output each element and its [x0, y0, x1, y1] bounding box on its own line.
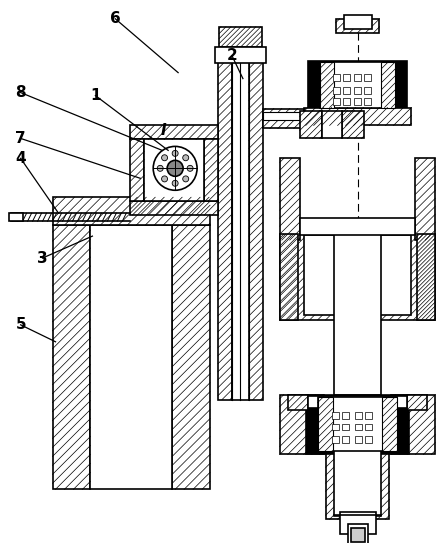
Circle shape — [183, 154, 189, 160]
Bar — [304, 108, 411, 126]
Circle shape — [161, 176, 168, 182]
Circle shape — [172, 150, 178, 156]
Bar — [407, 394, 427, 410]
Bar — [130, 126, 218, 139]
Bar — [52, 197, 210, 225]
Bar — [351, 528, 365, 542]
Bar — [332, 412, 339, 418]
Bar — [9, 213, 22, 221]
Bar — [354, 97, 360, 104]
Bar — [333, 73, 340, 81]
Bar — [144, 139, 204, 201]
Bar — [341, 436, 348, 443]
Bar — [280, 234, 298, 320]
Bar — [232, 51, 249, 400]
Bar — [363, 86, 370, 94]
Bar — [343, 97, 350, 104]
Bar — [263, 112, 308, 120]
Bar — [249, 51, 263, 400]
Bar — [90, 225, 172, 489]
Bar — [308, 395, 407, 407]
Bar — [381, 61, 396, 108]
Circle shape — [172, 180, 178, 186]
Bar — [355, 424, 362, 430]
Text: 8: 8 — [15, 85, 26, 100]
Bar — [382, 397, 397, 452]
Bar — [300, 110, 322, 138]
Text: 7: 7 — [15, 131, 26, 146]
Text: 4: 4 — [15, 151, 26, 166]
Bar — [215, 47, 266, 63]
Circle shape — [183, 176, 189, 182]
Bar — [218, 51, 232, 400]
Bar — [308, 61, 407, 110]
Bar — [280, 394, 324, 454]
Bar — [348, 524, 367, 544]
Bar — [304, 235, 411, 315]
Bar — [219, 27, 262, 47]
Bar — [288, 394, 308, 410]
Text: 1: 1 — [90, 88, 101, 103]
Bar — [333, 97, 340, 104]
Bar — [355, 412, 362, 418]
Bar — [343, 86, 350, 94]
Text: 6: 6 — [110, 11, 121, 26]
Text: 3: 3 — [37, 251, 48, 265]
Bar — [392, 394, 435, 454]
Bar — [363, 97, 370, 104]
Bar — [344, 15, 371, 29]
Bar — [340, 512, 375, 534]
Bar — [280, 234, 435, 320]
Bar — [415, 158, 435, 240]
Bar — [341, 110, 363, 138]
Bar — [341, 412, 348, 418]
Circle shape — [161, 154, 168, 160]
Bar — [52, 225, 90, 489]
Text: I: I — [160, 123, 166, 138]
Bar — [365, 436, 371, 443]
Bar — [130, 201, 218, 215]
Bar — [418, 234, 435, 320]
Bar — [334, 448, 381, 516]
Bar — [130, 139, 144, 201]
Bar — [332, 436, 339, 443]
Bar — [320, 61, 396, 108]
Bar — [333, 86, 340, 94]
Bar — [326, 452, 389, 519]
Bar — [354, 73, 360, 81]
Bar — [363, 73, 370, 81]
Bar — [332, 424, 339, 430]
Circle shape — [187, 165, 193, 171]
Bar — [204, 139, 218, 201]
Bar — [306, 394, 409, 454]
Bar — [334, 220, 381, 394]
Circle shape — [153, 146, 197, 190]
Bar — [336, 19, 379, 33]
Bar — [263, 108, 308, 128]
Bar — [318, 397, 333, 452]
Circle shape — [167, 160, 183, 176]
Circle shape — [157, 165, 163, 171]
Bar — [322, 110, 341, 138]
Text: 2: 2 — [227, 48, 237, 63]
Bar — [365, 424, 371, 430]
Bar — [365, 412, 371, 418]
Text: 5: 5 — [15, 317, 26, 332]
Bar — [341, 424, 348, 430]
Bar — [343, 73, 350, 81]
Bar — [354, 86, 360, 94]
Bar — [355, 436, 362, 443]
Bar — [320, 61, 334, 108]
Bar — [280, 158, 300, 240]
Bar — [318, 397, 397, 452]
Bar — [172, 225, 210, 489]
Bar — [300, 218, 415, 235]
